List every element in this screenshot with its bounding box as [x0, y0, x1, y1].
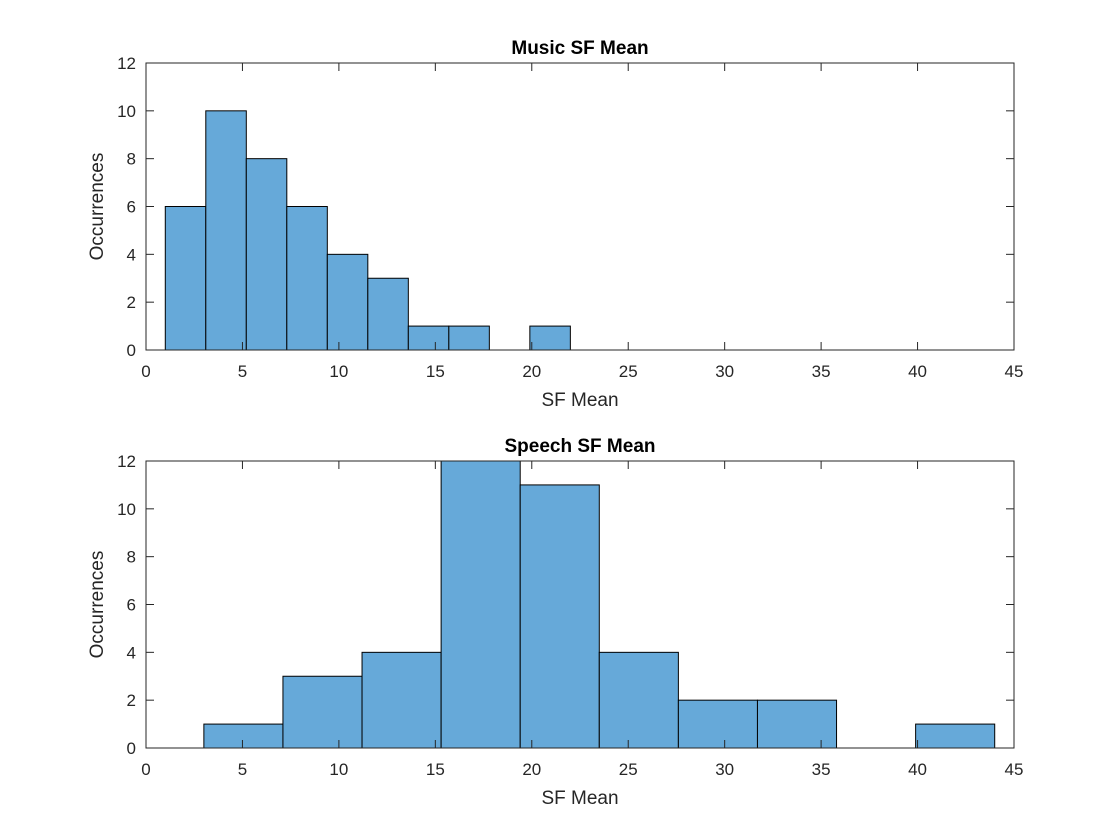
x-tick-label: 15	[426, 362, 445, 381]
histogram-bar	[915, 723, 996, 749]
x-tick-label: 40	[908, 760, 927, 779]
x-tick-label: 15	[426, 760, 445, 779]
y-tick-label: 12	[117, 54, 136, 73]
x-tick-label: 35	[812, 760, 831, 779]
histogram-bar	[367, 277, 409, 351]
x-tick-label: 0	[141, 362, 150, 381]
y-tick-label: 6	[127, 596, 136, 615]
histogram-bar	[205, 110, 247, 351]
histogram-bar	[448, 325, 490, 351]
histogram-bar	[282, 675, 363, 749]
x-tick-label: 5	[238, 760, 247, 779]
x-axis-label: SF Mean	[541, 788, 618, 809]
y-tick-label: 8	[127, 150, 136, 169]
y-tick-label: 6	[127, 198, 136, 217]
y-tick-label: 2	[127, 293, 136, 312]
histogram-bar	[440, 460, 521, 749]
y-tick-label: 4	[127, 245, 136, 264]
y-tick-label: 0	[127, 341, 136, 360]
speech-subplot: 0 5 10 15 20 25 30 35 40 45 0 2 4 6 8 10 12 Speech SF Mea…	[87, 436, 1023, 809]
y-tick-label: 2	[127, 691, 136, 710]
histogram-bar	[598, 651, 679, 749]
histogram-bar	[326, 253, 369, 351]
histogram-bar	[203, 723, 284, 749]
y-axis-label: Occurrences	[87, 153, 108, 261]
x-tick-label: 40	[908, 362, 927, 381]
chart-title: Speech SF Mean	[505, 436, 656, 457]
histogram-bar	[529, 325, 571, 351]
x-tick-label: 10	[329, 362, 348, 381]
music-subplot: 0 5 10 15 20 25 30 35 40 45 0 2 4 6 8 10 12 Music SF Mean…	[87, 38, 1023, 411]
x-tick-label: 45	[1005, 760, 1024, 779]
x-axis-label: SF Mean	[541, 390, 618, 411]
x-tick-label: 20	[522, 362, 541, 381]
x-tick-label: 5	[238, 362, 247, 381]
x-tick-label: 30	[715, 362, 734, 381]
x-tick-label: 0	[141, 760, 150, 779]
histogram-bar	[407, 325, 450, 351]
y-tick-label: 4	[127, 643, 136, 662]
x-tick-label: 30	[715, 760, 734, 779]
histogram-bar	[164, 206, 207, 351]
histogram-bar	[519, 484, 600, 749]
y-tick-label: 8	[127, 548, 136, 567]
x-tick-label: 20	[522, 760, 541, 779]
histogram-bar	[677, 699, 758, 749]
y-tick-label: 0	[127, 739, 136, 758]
histogram-bar	[361, 651, 442, 749]
y-axis-label: Occurrences	[87, 551, 108, 659]
x-tick-label: 35	[812, 362, 831, 381]
x-tick-label: 10	[329, 760, 348, 779]
x-tick-label: 25	[619, 362, 638, 381]
x-tick-label: 25	[619, 760, 638, 779]
chart-title: Music SF Mean	[511, 38, 648, 59]
y-tick-label: 12	[117, 452, 136, 471]
y-tick-label: 10	[117, 500, 136, 519]
histogram-bar	[756, 699, 838, 749]
histogram-bar	[245, 158, 288, 351]
x-tick-label: 45	[1005, 362, 1024, 381]
y-tick-label: 10	[117, 102, 136, 121]
histogram-bar	[286, 206, 328, 351]
